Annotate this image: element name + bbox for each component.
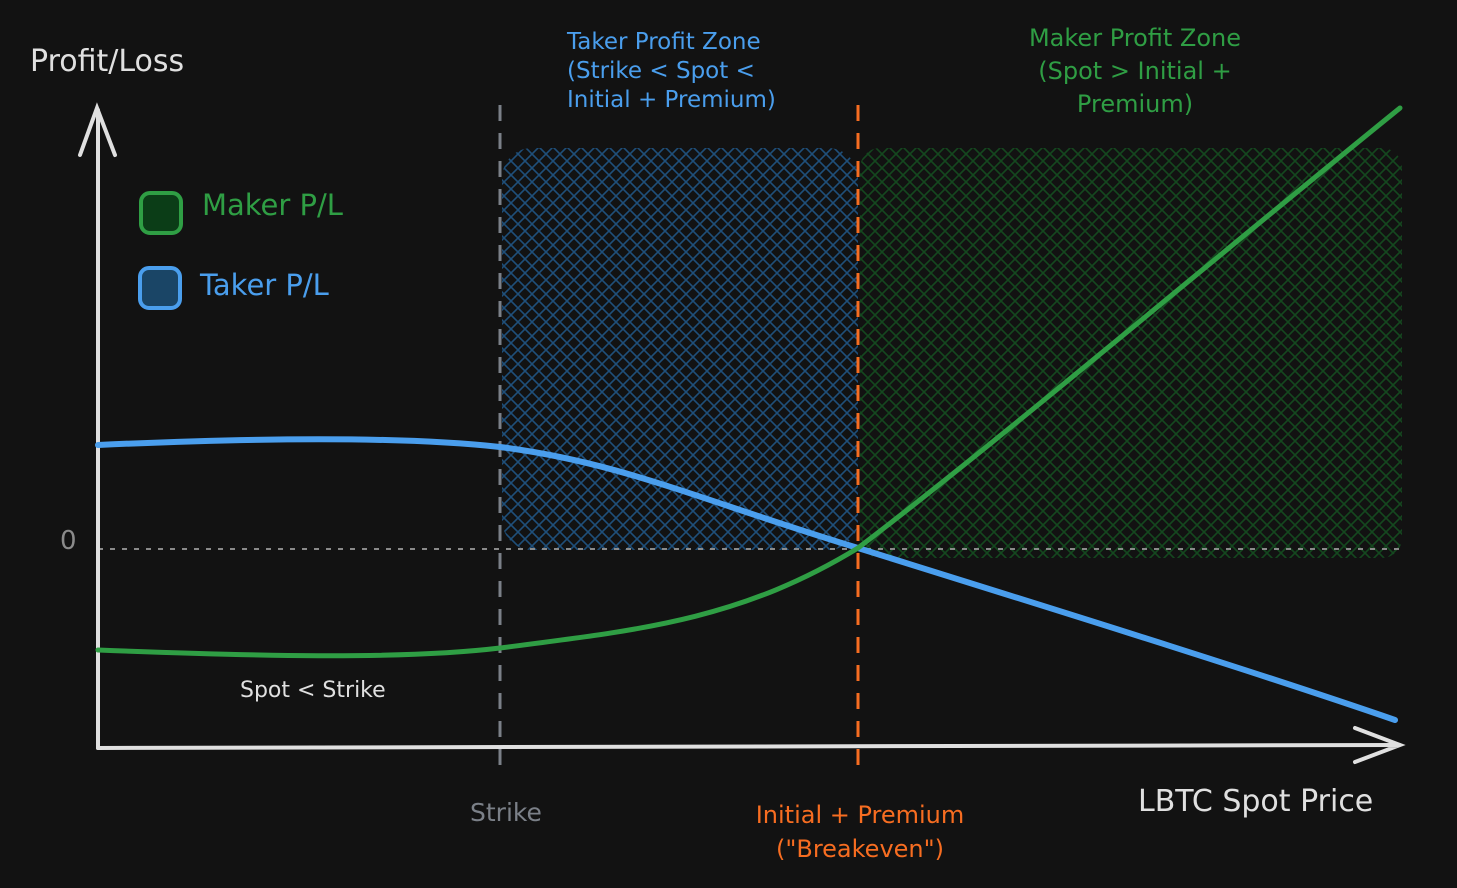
y-axis xyxy=(78,102,117,750)
taker-zone-line3: Initial + Premium) xyxy=(567,87,776,113)
strike-label: Strike xyxy=(470,798,542,827)
maker-zone-line1: Maker Profit Zone xyxy=(1028,24,1242,52)
taker-zone-label: Taker Profit Zone (Strike < Spot < Initi… xyxy=(567,28,776,115)
maker-profit-zone xyxy=(860,148,1402,558)
breakeven-line1: Initial + Premium xyxy=(755,801,965,829)
breakeven-label: Initial + Premium ("Breakeven") xyxy=(740,798,980,866)
legend-taker-swatch xyxy=(138,266,182,310)
legend-maker-swatch xyxy=(139,191,183,235)
zero-label: 0 xyxy=(60,526,77,556)
x-axis xyxy=(96,726,1406,764)
maker-zone-label: Maker Profit Zone (Spot > Initial + Prem… xyxy=(1010,22,1260,121)
legend-maker-label: Maker P/L xyxy=(202,188,343,222)
breakeven-line2: ("Breakeven") xyxy=(775,835,945,863)
maker-zone-line2: (Spot > Initial + xyxy=(1038,57,1232,85)
maker-zone-line3: Premium) xyxy=(1076,90,1194,118)
y-axis-label: Profit/Loss xyxy=(30,44,185,79)
taker-profit-zone xyxy=(502,148,858,550)
maker-pl-curve xyxy=(95,105,1403,659)
taker-zone-line1: Taker Profit Zone xyxy=(567,29,761,55)
taker-zone-line2: (Strike < Spot < xyxy=(567,58,755,84)
spot-below-strike-label: Spot < Strike xyxy=(240,678,386,703)
legend-taker-label: Taker P/L xyxy=(200,268,329,302)
x-axis-label: LBTC Spot Price xyxy=(1138,784,1374,819)
taker-pl-curve xyxy=(95,436,1398,723)
